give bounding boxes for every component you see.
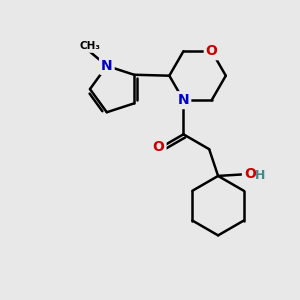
- Text: O: O: [206, 44, 218, 58]
- Text: O: O: [244, 167, 256, 181]
- Text: N: N: [178, 93, 189, 107]
- Text: H: H: [255, 169, 266, 182]
- Text: CH₃: CH₃: [79, 41, 100, 51]
- Text: O: O: [153, 140, 164, 154]
- Text: N: N: [101, 59, 112, 73]
